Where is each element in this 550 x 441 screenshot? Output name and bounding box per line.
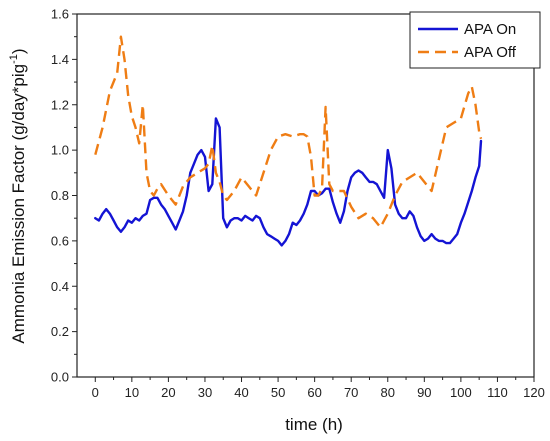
y-tick-label: 0.8: [51, 188, 69, 203]
series-line-apa-on: [94, 117, 483, 247]
y-tick-label: 1.4: [51, 52, 69, 67]
x-tick-label: 40: [234, 385, 248, 400]
y-axis-title-sup: -1: [8, 54, 20, 64]
x-tick-label: 70: [344, 385, 358, 400]
x-tick-label: 50: [271, 385, 285, 400]
legend-box: [409, 11, 541, 69]
x-tick-label: 0: [92, 385, 99, 400]
x-tick-label: 20: [161, 385, 175, 400]
x-tick-label: 60: [307, 385, 321, 400]
plot-area: [94, 35, 483, 247]
y-tick-label: 1.6: [51, 7, 69, 22]
y-axis-title-main: Ammonia Emission Factor (g/day*pig: [9, 64, 28, 344]
legend: APA On APA Off: [409, 11, 541, 69]
x-tick-label: 90: [417, 385, 431, 400]
axes: 0 10 20 30 40 50 60 70 80 90 100 110 120 0.0 0.2 0.4 0.6…: [51, 7, 545, 401]
x-axis-title: time (h): [285, 415, 343, 434]
y-tick-label: 0.6: [51, 233, 69, 248]
y-tick-label: 1.2: [51, 97, 69, 112]
legend-label-apa-on: APA On: [464, 21, 516, 38]
series-line-apa-off: [94, 35, 483, 229]
y-tick-label: 0.4: [51, 279, 69, 294]
y-tick-label: 0.2: [51, 324, 69, 339]
legend-label-apa-off: APA Off: [464, 44, 517, 61]
x-tick-label: 10: [125, 385, 139, 400]
x-tick-label: 30: [198, 385, 212, 400]
x-tick-label: 80: [381, 385, 395, 400]
y-axis-title: Ammonia Emission Factor (g/day*pig-1): [8, 48, 28, 343]
y-tick-label: 1.0: [51, 143, 69, 158]
y-tick-label: 0.0: [51, 370, 69, 385]
x-tick-label: 120: [523, 385, 545, 400]
y-axis-title-close: ): [9, 48, 28, 54]
x-tick-label: 110: [487, 385, 508, 400]
x-tick-label: 100: [450, 385, 472, 400]
